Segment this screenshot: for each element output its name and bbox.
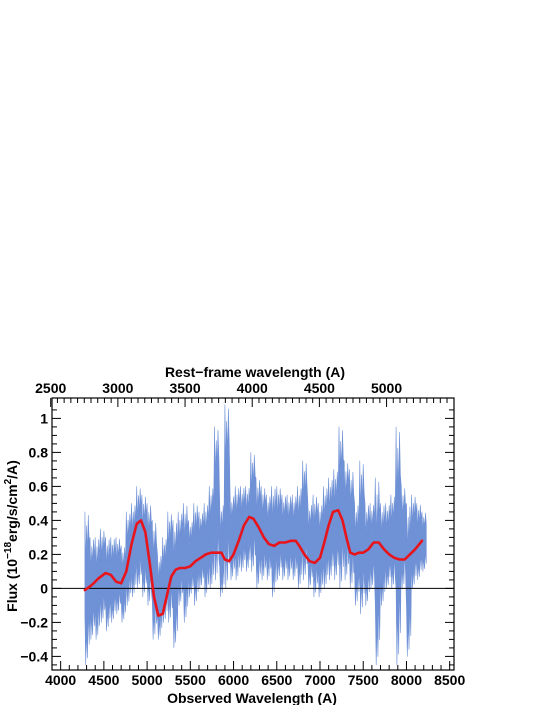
y-tick-label: 0.6 — [29, 478, 49, 494]
axes — [50, 397, 455, 671]
top-tick-label: 2500 — [35, 380, 66, 396]
y-axis-label-units: erg/s/cm — [4, 484, 20, 542]
y-axis-label-exponent-2: 2 — [3, 478, 14, 484]
y-tick-label: 0.2 — [29, 546, 49, 562]
x-tick-label: 7500 — [348, 672, 379, 688]
plot-frame — [51, 397, 455, 671]
top-tick-label: 4500 — [304, 380, 335, 396]
smoothed-line — [83, 508, 424, 617]
y-tick-label: −0.2 — [20, 614, 48, 630]
x-tick-label: 4000 — [45, 672, 76, 688]
top-tick-label: 4000 — [237, 380, 268, 396]
x-axis-label: Observed Wavelength (A) — [167, 690, 337, 705]
x-tick-label: 6000 — [218, 672, 249, 688]
y-tick-label: −0.4 — [20, 648, 48, 664]
y-tick-label: 0.8 — [29, 444, 49, 460]
top-tick-label: 3000 — [102, 380, 133, 396]
top-tick-label: 3500 — [169, 380, 200, 396]
y-axis-label: Flux (10−18erg/s/cm2/A) — [3, 460, 20, 612]
top-x-axis-label: Rest−frame wavelength (A) — [165, 364, 345, 380]
plot-area — [52, 404, 454, 666]
y-tick-label: 0 — [40, 580, 48, 596]
x-tick-label: 5500 — [175, 672, 206, 688]
x-tick-label: 7000 — [304, 672, 335, 688]
y-tick-label: 0.4 — [29, 512, 49, 528]
x-tick-label: 8000 — [391, 672, 422, 688]
y-axis-label-suffix: /A) — [4, 460, 20, 479]
y-axis-label-prefix: Flux (10 — [4, 559, 20, 612]
tick-labels: 4000 4500 5000 5500 6000 6500 7000 7500 8000 8500… — [20, 380, 465, 688]
x-tick-label: 6500 — [261, 672, 292, 688]
x-tick-label: 4500 — [88, 672, 119, 688]
x-tick-label: 5000 — [132, 672, 163, 688]
x-tick-label: 8500 — [434, 672, 465, 688]
top-tick-label: 5000 — [371, 380, 402, 396]
y-axis-label-exponent: −18 — [3, 542, 14, 559]
y-tick-label: 1 — [40, 410, 48, 426]
spectrum-band — [84, 404, 427, 666]
